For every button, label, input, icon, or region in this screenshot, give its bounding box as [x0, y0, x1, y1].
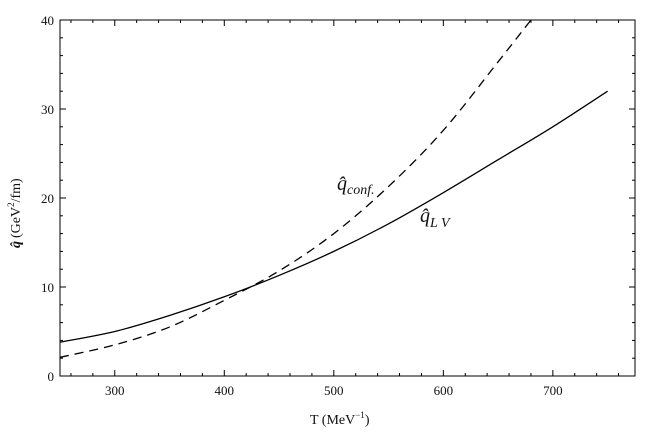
x-axis-label: T (MeV−1) — [310, 410, 370, 428]
y-tick-label: 0 — [48, 369, 55, 384]
series-line-conf — [59, 19, 532, 358]
y-axis-label: q̂(GeV2/fm) — [6, 178, 24, 248]
series-label-lv: q̂L V — [420, 205, 451, 231]
y-tick-label: 10 — [41, 280, 54, 295]
tick-labels: 300 400 500 600 700 0 10 20 30 40 — [41, 13, 563, 398]
x-tick-label: 400 — [215, 383, 235, 398]
series-line-lv — [59, 90, 608, 343]
x-tick-label: 500 — [324, 383, 344, 398]
y-tick-label: 40 — [41, 13, 54, 28]
x-tick-label: 300 — [105, 383, 125, 398]
y-tick-label: 30 — [41, 102, 54, 117]
series-lines — [59, 19, 608, 358]
x-tick-label: 600 — [434, 383, 454, 398]
x-tick-label: 700 — [543, 383, 563, 398]
ticks — [60, 19, 635, 377]
y-tick-label: 20 — [41, 191, 54, 206]
series-label-conf: q̂conf. — [337, 173, 375, 198]
